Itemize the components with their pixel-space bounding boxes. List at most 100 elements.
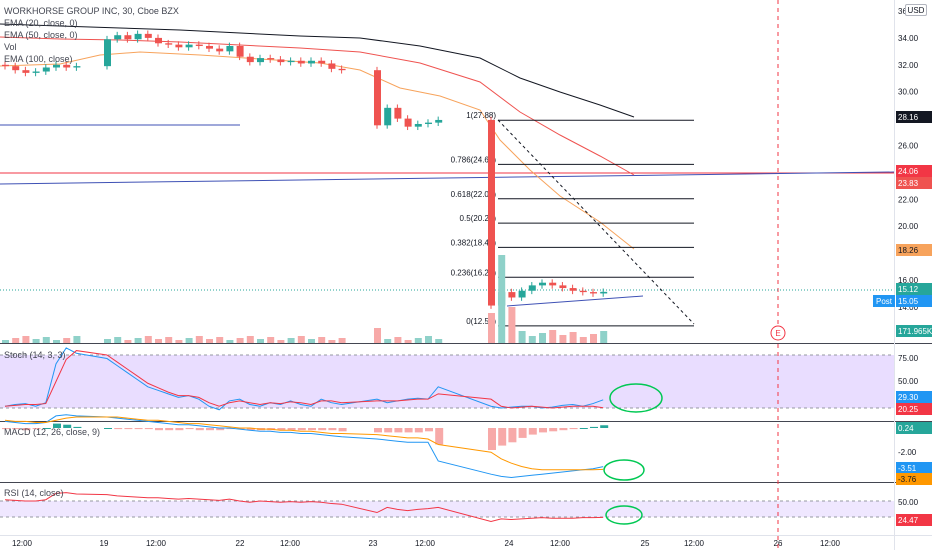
- time-tick-label: 24: [505, 539, 514, 548]
- time-tick-label: 12:00: [12, 539, 33, 548]
- earnings-marker-circle[interactable]: [770, 325, 786, 341]
- macd-histogram-bar: [42, 428, 51, 429]
- candle-body: [559, 285, 567, 289]
- annotation-ellipse-rsi[interactable]: [605, 505, 643, 525]
- time-tick-label: 19: [100, 539, 109, 548]
- blue-trend-line[interactable]: [0, 171, 895, 185]
- macd-histogram-bar: [287, 428, 296, 431]
- candle-body: [12, 66, 20, 71]
- volume-bar: [498, 255, 506, 343]
- macd-histogram-bar: [374, 428, 382, 433]
- candle-body: [277, 59, 285, 63]
- annotation-ellipse-stoch[interactable]: [609, 383, 663, 413]
- candle-body: [32, 71, 40, 73]
- candle-body: [73, 66, 81, 68]
- fibonacci-retracement[interactable]: 1(27.88) 0.786(24.60) 0.618(22.04) 0.5(20.2…: [451, 111, 694, 327]
- macd-histogram-bar: [579, 428, 588, 429]
- macd-histogram-bar: [404, 428, 413, 433]
- candle-body: [155, 37, 162, 44]
- candle-body: [144, 33, 152, 38]
- volume-bar: [114, 337, 122, 343]
- indicator-value-bg: [896, 473, 932, 485]
- earnings-marker-label: E: [775, 329, 780, 338]
- time-axis[interactable]: 12:00 19 12:00 22 12:00 23 12:00 24 12:00 25 12:00…: [12, 539, 841, 548]
- volume-bar: [104, 339, 111, 343]
- candle-body: [185, 44, 193, 48]
- volume-bar: [384, 339, 392, 343]
- stoch-pane-label[interactable]: Stoch (14, 3, 3): [4, 350, 66, 360]
- legend-ema-20[interactable]: EMA (20, close, 0): [4, 18, 78, 28]
- volume-bar: [134, 338, 142, 343]
- macd-histogram-bar: [246, 428, 255, 431]
- macd-histogram-bar: [384, 428, 393, 433]
- candle-body: [114, 35, 122, 40]
- volume-bar: [569, 332, 577, 343]
- legend-ema-100[interactable]: EMA (100, close): [4, 54, 73, 64]
- candle-body: [297, 60, 305, 64]
- price-tag-label: 171.965K: [898, 327, 932, 336]
- legend-vol[interactable]: Vol: [4, 42, 17, 52]
- candle-body: [216, 48, 224, 52]
- volume-bar: [318, 337, 326, 343]
- rsi-pane-label[interactable]: RSI (14, close): [4, 488, 64, 498]
- volume-bar: [559, 335, 567, 343]
- volume-bar: [404, 340, 412, 343]
- indicator-value-label: -3.51: [898, 464, 917, 473]
- volume-bar: [216, 337, 224, 343]
- volume-bar: [287, 338, 295, 343]
- rsi-band: [0, 501, 894, 517]
- price-tick-label: 26.00: [898, 142, 919, 151]
- volume-bar: [165, 337, 173, 343]
- candle-body: [384, 107, 392, 126]
- volume-bar: [374, 328, 381, 343]
- candle-body: [528, 285, 536, 291]
- macd-pane-label[interactable]: MACD (12, 26, close, 9): [4, 427, 101, 437]
- macd-histogram-bar: [590, 426, 598, 428]
- price-tag-label: 15.05: [898, 297, 919, 306]
- macd-histogram-bar: [104, 428, 112, 429]
- fib-level-label: 0.618(22.04): [451, 190, 497, 199]
- ema-50-line: [0, 36, 635, 176]
- macd-histogram-bar: [488, 428, 496, 450]
- candle-body: [104, 39, 111, 67]
- candle-body: [518, 290, 526, 298]
- stoch-d-line: [4, 350, 604, 409]
- time-tick-label: 22: [236, 539, 245, 548]
- candle-body: [257, 58, 264, 63]
- macd-histogram-bar: [559, 428, 568, 431]
- volume-bar: [267, 337, 275, 343]
- indicator-value-bg: [896, 514, 932, 526]
- price-tag-label: 23.83: [898, 179, 919, 188]
- volume-bar: [195, 336, 203, 343]
- macd-histogram-bar: [144, 428, 153, 430]
- macd-histogram-bar: [297, 428, 306, 431]
- symbol-title[interactable]: WORKHORSE GROUP INC, 30, Cboe BZX: [4, 6, 179, 16]
- post-tag-bg: [873, 295, 895, 307]
- candle-body: [488, 119, 495, 306]
- volume-bar: [600, 331, 608, 343]
- volume-bar: [32, 339, 40, 343]
- macd-histogram-bar: [328, 428, 337, 431]
- macd-histogram-bar: [308, 428, 316, 431]
- macd-histogram-bar: [206, 428, 214, 431]
- indicator-value-label: 0.24: [898, 424, 914, 433]
- annotation-ellipse-macd[interactable]: [603, 459, 645, 481]
- indicator-tick-label: 50.00: [898, 377, 919, 386]
- legend-ema-50[interactable]: EMA (50, close, 0): [4, 30, 78, 40]
- macd-histogram-bar: [2, 428, 10, 430]
- candle-body: [308, 60, 315, 64]
- volume-bar: [226, 340, 234, 343]
- price-axis[interactable]: 36.0034.0032.0030.0028.0026.0024.0022.00…: [898, 7, 919, 312]
- volume-bar: [328, 340, 336, 343]
- currency-badge[interactable]: USD: [905, 4, 927, 16]
- volume-bar: [124, 340, 132, 343]
- purple-trend-line[interactable]: [506, 295, 644, 307]
- volume-bar: [394, 337, 402, 343]
- macd-histogram-bar: [12, 428, 21, 430]
- indicator-value-label: 29.30: [898, 393, 919, 402]
- macd-histogram-bar: [114, 428, 123, 430]
- fib-level-label: 0.382(18.43): [451, 238, 497, 247]
